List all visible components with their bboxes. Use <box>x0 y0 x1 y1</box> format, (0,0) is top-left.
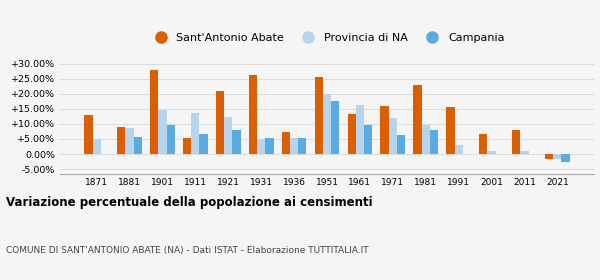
Bar <box>191 113 199 154</box>
Bar <box>347 114 356 154</box>
Bar <box>183 138 191 154</box>
Bar <box>158 110 167 154</box>
Bar <box>134 137 142 154</box>
Bar <box>117 127 125 154</box>
Bar <box>389 118 397 154</box>
Bar <box>430 130 438 154</box>
Bar <box>520 151 529 154</box>
Bar <box>167 125 175 154</box>
Bar <box>232 130 241 154</box>
Bar <box>331 101 340 154</box>
Bar <box>314 76 323 154</box>
Bar <box>249 75 257 154</box>
Bar <box>455 145 463 154</box>
Bar <box>216 91 224 154</box>
Bar <box>298 138 307 154</box>
Bar <box>282 132 290 154</box>
Bar <box>290 138 298 154</box>
Bar <box>224 117 232 154</box>
Bar <box>479 134 487 154</box>
Text: Variazione percentuale della popolazione ai censimenti: Variazione percentuale della popolazione… <box>6 196 373 209</box>
Legend: Sant'Antonio Abate, Provincia di NA, Campania: Sant'Antonio Abate, Provincia di NA, Cam… <box>145 29 509 48</box>
Bar <box>562 154 570 162</box>
Bar <box>199 134 208 154</box>
Bar <box>92 139 101 154</box>
Bar <box>413 85 422 154</box>
Bar <box>545 154 553 159</box>
Bar <box>380 106 389 154</box>
Bar <box>553 154 562 158</box>
Bar <box>257 139 265 154</box>
Bar <box>265 138 274 154</box>
Bar <box>397 135 405 154</box>
Bar <box>125 128 134 154</box>
Bar <box>323 94 331 154</box>
Bar <box>356 105 364 154</box>
Bar <box>446 107 455 154</box>
Bar <box>364 125 372 154</box>
Bar <box>84 115 92 154</box>
Bar <box>150 69 158 154</box>
Bar <box>422 125 430 154</box>
Bar <box>512 130 520 154</box>
Text: COMUNE DI SANT'ANTONIO ABATE (NA) - Dati ISTAT - Elaborazione TUTTITALIA.IT: COMUNE DI SANT'ANTONIO ABATE (NA) - Dati… <box>6 246 368 255</box>
Bar <box>487 151 496 154</box>
